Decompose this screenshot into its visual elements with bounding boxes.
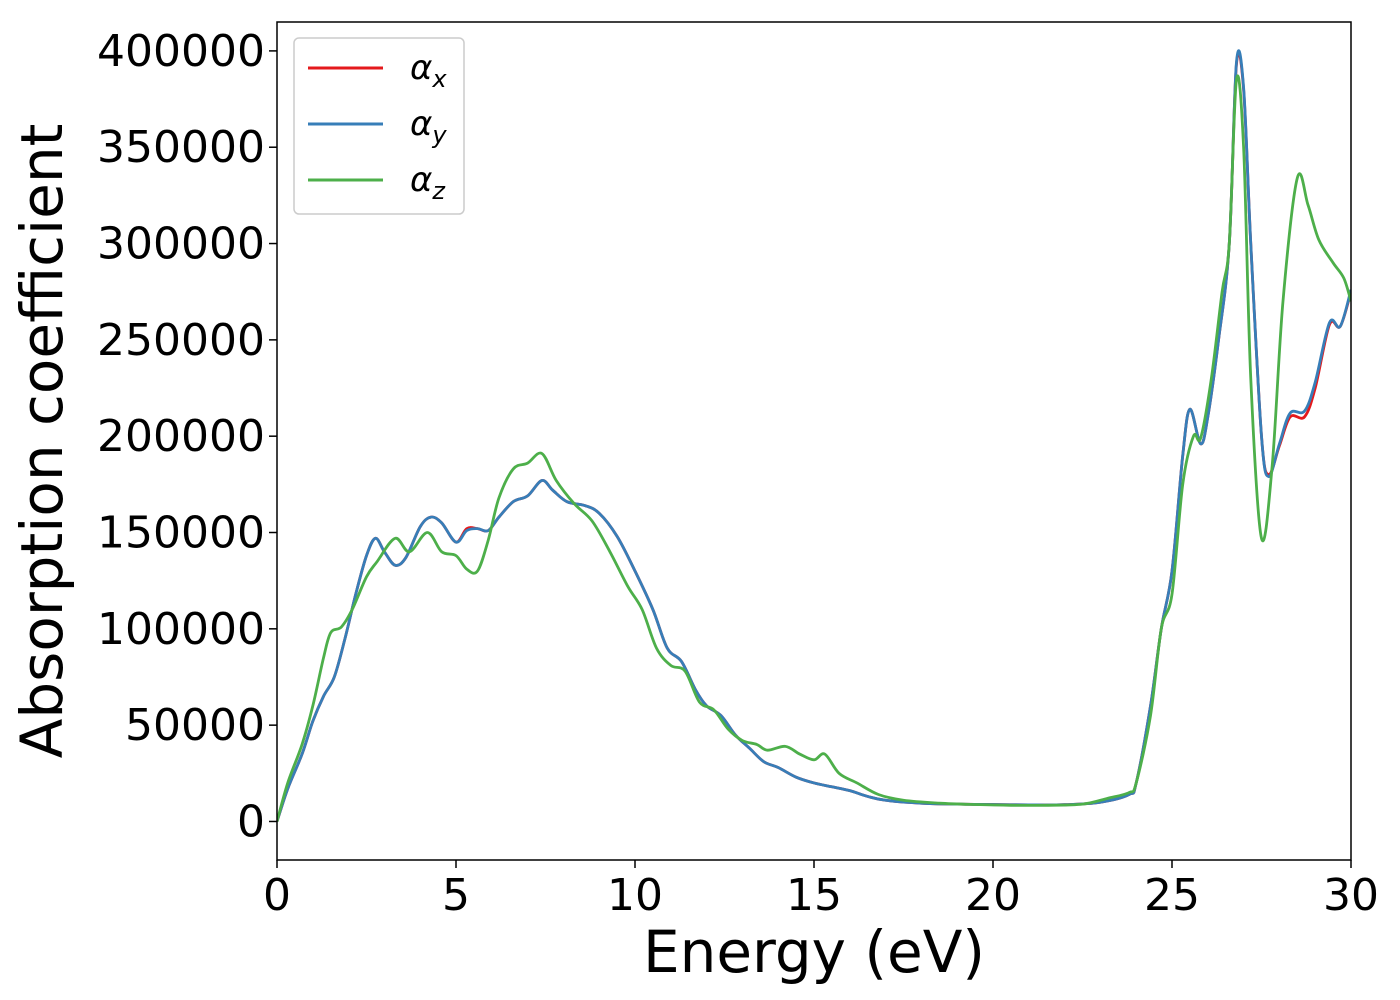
- legend-box: [293, 37, 465, 215]
- y-tick-label: 50000: [125, 700, 265, 751]
- series-line-z: [277, 74, 1351, 822]
- y-tick-label: 0: [237, 796, 265, 847]
- legend-label-y: αy: [410, 104, 447, 149]
- x-tick-label: 20: [965, 870, 1021, 921]
- y-axis: 0 50000 100000 150000 200000 250000 300000 3500…: [97, 26, 277, 847]
- series-layer: [277, 49, 1351, 822]
- y-tick-label: 400000: [97, 26, 265, 77]
- x-tick-label: 5: [442, 870, 470, 921]
- y-tick-label: 250000: [97, 315, 265, 366]
- x-tick-label: 10: [607, 870, 663, 921]
- x-axis: 0 5 10 15 20 25 30: [263, 860, 1379, 921]
- x-axis-label: Energy (eV): [643, 918, 985, 986]
- y-tick-label: 350000: [97, 122, 265, 173]
- y-axis-label: Absorption coefficient: [8, 124, 76, 759]
- y-tick-label: 300000: [97, 219, 265, 270]
- x-tick-label: 25: [1144, 870, 1200, 921]
- legend: αx αy αz: [293, 37, 465, 215]
- legend-label-x: αx: [410, 48, 447, 93]
- legend-label-z: αz: [410, 160, 446, 205]
- x-tick-label: 15: [786, 870, 842, 921]
- y-tick-label: 100000: [97, 604, 265, 655]
- y-tick-label: 200000: [97, 411, 265, 462]
- y-tick-label: 150000: [97, 508, 265, 559]
- x-tick-label: 0: [263, 870, 291, 921]
- x-tick-label: 30: [1323, 870, 1379, 921]
